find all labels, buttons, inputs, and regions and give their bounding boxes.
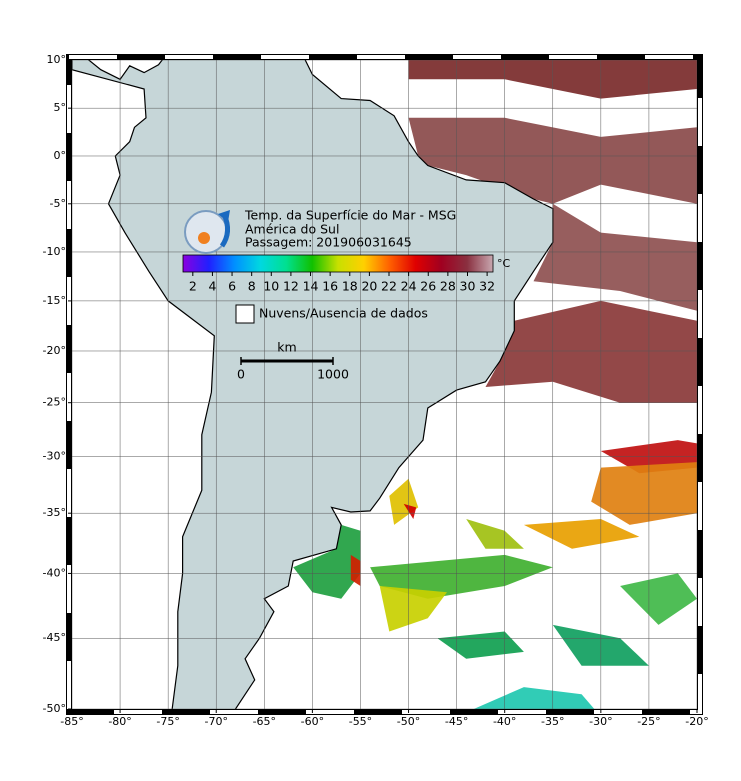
colorbar-tick-label: 24 xyxy=(401,279,417,294)
sst-region xyxy=(466,519,524,549)
colorbar-tick-label: 32 xyxy=(479,279,495,294)
sst-region xyxy=(533,203,697,311)
y-tick-label: -45° xyxy=(43,631,66,644)
colorbar-tick-label: 8 xyxy=(248,279,256,294)
x-tick-label: -35° xyxy=(541,715,564,728)
colorbar xyxy=(182,254,494,273)
frame-inner xyxy=(67,55,702,714)
x-tick-label: -40° xyxy=(493,715,516,728)
sst-region xyxy=(403,503,417,519)
colorbar-tick-label: 2 xyxy=(189,279,197,294)
y-tick-label: -30° xyxy=(43,450,66,463)
colorbar-tick-label: 30 xyxy=(460,279,476,294)
legend-label: Nuvens/Ausencia de dados xyxy=(259,306,428,321)
y-tick-label: -35° xyxy=(43,506,66,519)
x-tick-label: -75° xyxy=(156,715,179,728)
colorbar-tick-label: 26 xyxy=(420,279,436,294)
colorbar-tick-label: 6 xyxy=(228,279,236,294)
scale-unit: km xyxy=(277,340,296,355)
colorbar-tick-label: 22 xyxy=(381,279,397,294)
x-tick-label: -25° xyxy=(637,715,660,728)
x-tick-label: -65° xyxy=(253,715,276,728)
frame xyxy=(66,54,703,715)
y-tick-label: -50° xyxy=(43,702,66,715)
scale-label: 0 xyxy=(237,367,245,382)
x-tick-label: -45° xyxy=(445,715,468,728)
colorbar-tick-label: 20 xyxy=(361,279,377,294)
y-tick-label: -20° xyxy=(43,344,66,357)
x-tick-label: -60° xyxy=(301,715,324,728)
colorbar-tick-label: 14 xyxy=(303,279,319,294)
x-tick-label: -50° xyxy=(397,715,420,728)
scale-label: 1000 xyxy=(317,367,349,382)
y-tick-label: 0° xyxy=(54,149,67,162)
y-tick-label: 5° xyxy=(54,101,67,114)
sst-region xyxy=(379,586,447,632)
colorbar-tick-label: 16 xyxy=(322,279,338,294)
legend-swatch xyxy=(235,304,255,324)
pass-time: Passagem: 201906031645 xyxy=(245,235,412,250)
colorbar-tick-label: 4 xyxy=(208,279,216,294)
sst-region xyxy=(293,524,361,599)
sst-region xyxy=(389,478,419,525)
x-tick-label: -70° xyxy=(204,715,227,728)
x-tick-label: -55° xyxy=(349,715,372,728)
x-tick-label: -30° xyxy=(589,715,612,728)
subtitle: América do Sul xyxy=(245,222,339,237)
colorbar-tick-label: 12 xyxy=(283,279,299,294)
colorbar-tick-label: 10 xyxy=(263,279,279,294)
sst-region xyxy=(620,573,697,625)
plot-area xyxy=(72,60,697,709)
x-tick-label: -80° xyxy=(108,715,131,728)
x-tick-label: -20° xyxy=(685,715,708,728)
colorbar-unit: °C xyxy=(497,257,511,270)
sst-region xyxy=(523,519,640,549)
y-tick-label: -10° xyxy=(43,245,66,258)
y-tick-label: -5° xyxy=(50,197,66,210)
x-tick-label: -85° xyxy=(60,715,83,728)
overlay: Temp. da Superfície do Mar - MSG América… xyxy=(43,53,709,728)
title: Temp. da Superfície do Mar - MSG xyxy=(244,208,456,223)
y-tick-label: -40° xyxy=(43,566,66,579)
sst-region xyxy=(437,631,524,659)
sst-region xyxy=(485,300,697,403)
logo xyxy=(184,210,230,254)
sst-region xyxy=(473,687,595,709)
colorbar-tick-label: 28 xyxy=(440,279,456,294)
sst-region xyxy=(591,462,697,525)
y-tick-label: 10° xyxy=(47,53,67,66)
sst-region xyxy=(370,554,553,599)
y-tick-label: -15° xyxy=(43,294,66,307)
colorbar-tick-label: 18 xyxy=(342,279,358,294)
y-tick-label: -25° xyxy=(43,396,66,409)
sst-region xyxy=(350,554,361,586)
